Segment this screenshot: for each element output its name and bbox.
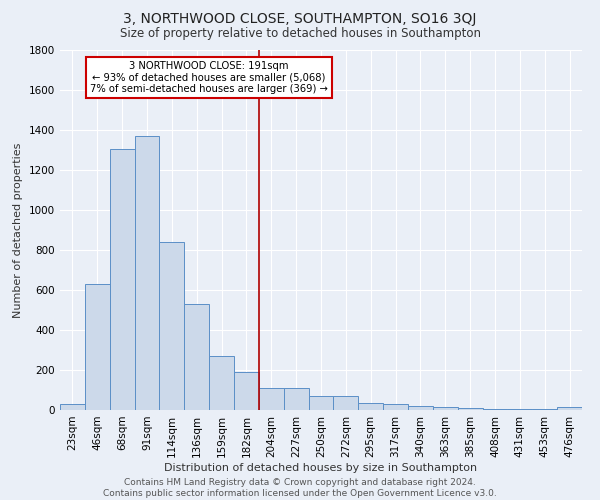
Text: 3, NORTHWOOD CLOSE, SOUTHAMPTON, SO16 3QJ: 3, NORTHWOOD CLOSE, SOUTHAMPTON, SO16 3Q… bbox=[124, 12, 476, 26]
Bar bbox=[209, 356, 234, 410]
Text: Contains HM Land Registry data © Crown copyright and database right 2024.
Contai: Contains HM Land Registry data © Crown c… bbox=[103, 478, 497, 498]
Bar bbox=[433, 407, 458, 410]
Bar bbox=[284, 388, 308, 410]
Bar bbox=[60, 404, 85, 410]
Text: 3 NORTHWOOD CLOSE: 191sqm
← 93% of detached houses are smaller (5,068)
7% of sem: 3 NORTHWOOD CLOSE: 191sqm ← 93% of detac… bbox=[90, 61, 328, 94]
Bar bbox=[557, 407, 582, 410]
Bar bbox=[308, 396, 334, 410]
Y-axis label: Number of detached properties: Number of detached properties bbox=[13, 142, 23, 318]
Bar bbox=[482, 409, 508, 410]
Bar bbox=[508, 409, 532, 410]
Bar bbox=[259, 388, 284, 410]
Bar bbox=[532, 409, 557, 410]
Bar bbox=[85, 284, 110, 410]
Bar bbox=[358, 403, 383, 410]
Bar bbox=[184, 304, 209, 410]
X-axis label: Distribution of detached houses by size in Southampton: Distribution of detached houses by size … bbox=[164, 462, 478, 472]
Bar bbox=[234, 372, 259, 410]
Bar bbox=[334, 396, 358, 410]
Bar bbox=[110, 149, 134, 410]
Bar bbox=[458, 408, 482, 410]
Bar bbox=[160, 242, 184, 410]
Bar bbox=[383, 404, 408, 410]
Text: Size of property relative to detached houses in Southampton: Size of property relative to detached ho… bbox=[119, 28, 481, 40]
Bar bbox=[134, 136, 160, 410]
Bar bbox=[408, 406, 433, 410]
